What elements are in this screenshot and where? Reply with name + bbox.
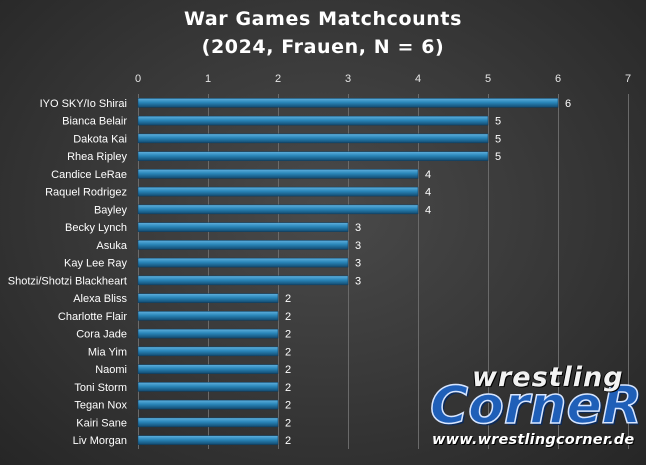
- data-label: 5: [495, 151, 501, 163]
- category-label: Shotzi/Shotzi Blackheart: [8, 275, 127, 287]
- x-tick-label-2: 2: [275, 73, 281, 85]
- x-tick-label-1: 1: [205, 73, 211, 85]
- data-label: 2: [285, 400, 291, 412]
- bar: [137, 222, 349, 232]
- logo-url: www.wrestlingcorner.de: [432, 432, 635, 448]
- category-label: Tegan Nox: [74, 400, 127, 412]
- data-label: 2: [285, 364, 291, 376]
- category-label: Liv Morgan: [73, 435, 127, 447]
- wrestlingcorner-logo: CorneR wrestling www.wrestlingcorner.de: [428, 362, 642, 458]
- bar: [137, 186, 419, 197]
- data-label: 2: [285, 346, 291, 358]
- x-tick-label-4: 4: [415, 73, 421, 85]
- category-label: Naomi: [95, 364, 127, 376]
- category-label: Bayley: [94, 204, 128, 216]
- bar: [137, 382, 279, 392]
- data-label: 3: [355, 275, 361, 287]
- data-label: 2: [285, 382, 291, 394]
- logo-word-corner: CorneR: [429, 375, 642, 437]
- x-tick-label-7: 7: [625, 73, 631, 85]
- x-tick-label-5: 5: [485, 73, 491, 85]
- bar: [137, 115, 489, 126]
- category-label: Cora Jade: [76, 329, 127, 341]
- category-label: Mia Yim: [88, 346, 127, 358]
- data-label: 4: [425, 204, 431, 216]
- data-label: 4: [425, 187, 431, 199]
- data-label: 5: [495, 116, 501, 128]
- logo-word-wrestling: wrestling: [472, 362, 624, 393]
- bar: [137, 346, 279, 357]
- bar: [137, 204, 419, 215]
- bar: [137, 275, 349, 286]
- x-tick-label-0: 0: [135, 73, 141, 85]
- data-label: 3: [355, 222, 361, 234]
- data-label: 3: [355, 240, 361, 252]
- data-label: 2: [285, 417, 291, 429]
- bars: [137, 98, 559, 445]
- category-label: Kairi Sane: [76, 417, 127, 429]
- bar: [137, 151, 489, 161]
- data-label: 3: [355, 258, 361, 270]
- category-label: Raquel Rodrigez: [45, 187, 127, 199]
- chart-subtitle: (2024, Frauen, N = 6): [201, 36, 445, 58]
- data-label: 6: [565, 98, 571, 110]
- data-label: 4: [425, 169, 431, 181]
- data-labels: 6 5 5 5 4 4 4 3 3 3 3 2 2 2 2 2 2 2 2 2: [285, 98, 571, 447]
- category-label: Becky Lynch: [65, 222, 127, 234]
- data-label: 2: [285, 435, 291, 447]
- bar: [137, 257, 349, 268]
- x-tick-label-3: 3: [345, 73, 351, 85]
- category-label: Kay Lee Ray: [64, 258, 127, 270]
- category-label: Dakota Kai: [73, 133, 127, 145]
- data-label: 2: [285, 293, 291, 305]
- data-label: 5: [495, 133, 501, 145]
- x-tick-label-6: 6: [555, 73, 561, 85]
- category-label: Toni Storm: [74, 382, 127, 394]
- bar: [137, 169, 419, 179]
- category-label: Asuka: [96, 240, 127, 252]
- bar: [137, 435, 279, 445]
- bar: [137, 311, 279, 321]
- bar: [137, 328, 279, 339]
- category-label: Candice LeRae: [51, 169, 127, 181]
- category-label: Bianca Belair: [62, 116, 127, 128]
- bar: [137, 364, 279, 374]
- category-label: Alexa Bliss: [73, 293, 127, 305]
- category-label: Rhea Ripley: [67, 151, 127, 163]
- bar: [137, 98, 559, 108]
- bar: [137, 293, 279, 303]
- bar: [137, 399, 279, 410]
- category-label: Charlotte Flair: [58, 311, 127, 323]
- bar: [137, 240, 349, 250]
- x-axis-ticks: 0 1 2 3 4 5 6 7: [135, 73, 631, 85]
- data-label: 2: [285, 329, 291, 341]
- category-label: IYO SKY/Io Shirai: [40, 98, 127, 110]
- category-labels: IYO SKY/Io Shirai Bianca Belair Dakota Kai…: [8, 98, 128, 447]
- chart-title: War Games Matchcounts: [183, 8, 463, 30]
- bar: [137, 417, 279, 428]
- bar: [137, 133, 489, 144]
- data-label: 2: [285, 311, 291, 323]
